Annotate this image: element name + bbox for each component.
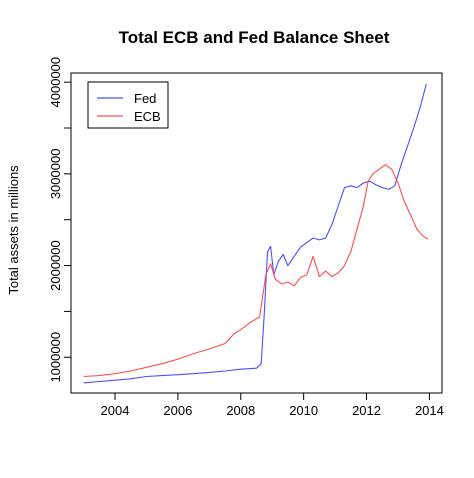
legend-label-fed: Fed: [134, 91, 156, 106]
y-tick-label: 3000000: [48, 149, 63, 200]
series-line-ecb: [83, 164, 429, 378]
series-line-fed: [83, 83, 427, 384]
x-tick-label: 2006: [163, 403, 192, 418]
x-tick-label: 2012: [352, 403, 381, 418]
y-axis-label: Total assets in millions: [6, 165, 21, 295]
legend-box: [87, 81, 169, 129]
x-tick-label: 2004: [101, 403, 130, 418]
x-tick-label: 2008: [226, 403, 255, 418]
axes: 2004 2006 2008 2010 2012 2014 1000000 2000000 30…: [48, 57, 444, 418]
y-tick-label: 1000000: [48, 332, 63, 383]
legend-label-ecb: ECB: [134, 109, 161, 124]
y-tick-label: 4000000: [48, 57, 63, 108]
series-group: [83, 83, 429, 384]
plot-frame: [70, 72, 443, 394]
y-tick-label: 2000000: [48, 240, 63, 291]
legend: Fed ECB: [87, 81, 169, 129]
x-tick-label: 2010: [289, 403, 318, 418]
x-tick-label: 2014: [415, 403, 444, 418]
chart-title: Total ECB and Fed Balance Sheet: [119, 28, 390, 47]
